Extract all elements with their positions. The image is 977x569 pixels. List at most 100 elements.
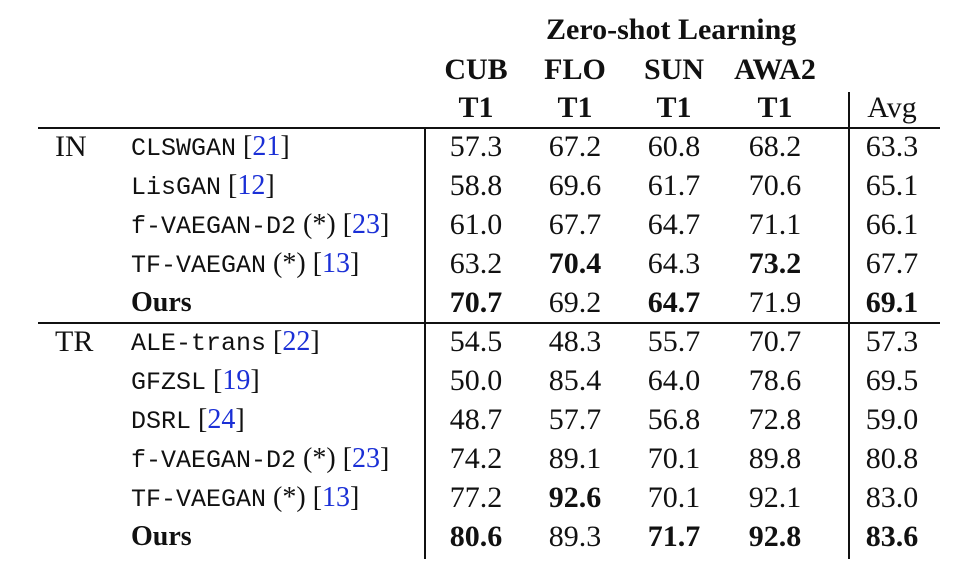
dataset-header-awa2: AWA2 bbox=[734, 53, 816, 86]
cell-cub: 50.0 bbox=[449, 364, 503, 397]
method-label: TF-VAEGAN bbox=[131, 251, 267, 280]
method-suffix: (*) bbox=[266, 248, 306, 279]
cell-sun: 70.1 bbox=[647, 481, 701, 514]
cell-sun: 70.1 bbox=[647, 442, 701, 475]
citation-link: 13 bbox=[322, 482, 351, 513]
dataset-header-cub: CUB bbox=[444, 53, 508, 86]
section-label: TR bbox=[55, 325, 94, 358]
method-label: TF-VAEGAN bbox=[131, 485, 267, 514]
rule-method-col bbox=[424, 127, 426, 559]
cell-sun: 55.7 bbox=[647, 325, 701, 358]
avg-header: Avg bbox=[867, 91, 917, 124]
citation-link: 22 bbox=[282, 326, 311, 357]
subhead-flo: T1 bbox=[557, 91, 593, 124]
method-name: f-VAEGAN-D2 (*) [23] bbox=[131, 209, 390, 241]
method-label: DSRL bbox=[131, 407, 192, 436]
method-name: f-VAEGAN-D2 (*) [23] bbox=[131, 443, 390, 475]
cell-sun: 56.8 bbox=[647, 403, 701, 436]
cell-flo: 48.3 bbox=[548, 325, 602, 358]
cell-awa2: 78.6 bbox=[748, 364, 802, 397]
cell-sun: 71.7 bbox=[647, 520, 701, 553]
cell-cub: 63.2 bbox=[449, 247, 503, 280]
method-name: Ours bbox=[131, 285, 192, 321]
method-label: f-VAEGAN-D2 bbox=[131, 446, 297, 475]
cell-awa2: 73.2 bbox=[748, 247, 802, 280]
cell-flo: 89.1 bbox=[548, 442, 602, 475]
dataset-header-sun: SUN bbox=[643, 53, 704, 86]
cell-avg: 67.7 bbox=[865, 247, 919, 280]
cell-avg: 80.8 bbox=[865, 442, 919, 475]
rule-top bbox=[38, 127, 940, 129]
citation-link: 13 bbox=[322, 248, 351, 279]
citation-link: 23 bbox=[352, 209, 381, 240]
method-label: Ours bbox=[131, 287, 192, 318]
method-name: DSRL [24] bbox=[131, 404, 245, 436]
section-label: IN bbox=[55, 130, 87, 163]
cell-cub: 74.2 bbox=[449, 442, 503, 475]
method-suffix: (*) bbox=[296, 443, 336, 474]
cell-awa2: 68.2 bbox=[748, 130, 802, 163]
method-name: GFZSL [19] bbox=[131, 365, 260, 397]
method-label: GFZSL bbox=[131, 368, 207, 397]
method-name: TF-VAEGAN (*) [13] bbox=[131, 248, 360, 280]
cell-sun: 60.8 bbox=[647, 130, 701, 163]
method-name: LisGAN [12] bbox=[131, 170, 275, 202]
cell-awa2: 92.1 bbox=[748, 481, 802, 514]
subhead-awa2: T1 bbox=[757, 91, 793, 124]
cell-avg: 66.1 bbox=[865, 208, 919, 241]
method-name: CLSWGAN [21] bbox=[131, 131, 290, 163]
citation-link: 12 bbox=[237, 170, 266, 201]
cell-awa2: 70.7 bbox=[748, 325, 802, 358]
cell-awa2: 71.9 bbox=[748, 286, 802, 319]
method-label: ALE-trans bbox=[131, 329, 267, 358]
cell-sun: 61.7 bbox=[647, 169, 701, 202]
cell-awa2: 89.8 bbox=[748, 442, 802, 475]
cell-avg: 57.3 bbox=[865, 325, 919, 358]
cell-cub: 61.0 bbox=[449, 208, 503, 241]
cell-flo: 89.3 bbox=[548, 520, 602, 553]
cell-avg: 83.0 bbox=[865, 481, 919, 514]
cell-cub: 58.8 bbox=[449, 169, 503, 202]
cell-awa2: 71.1 bbox=[748, 208, 802, 241]
cell-awa2: 72.8 bbox=[748, 403, 802, 436]
subhead-sun: T1 bbox=[656, 91, 692, 124]
cell-sun: 64.3 bbox=[647, 247, 701, 280]
method-label: LisGAN bbox=[131, 173, 222, 202]
citation-link: 24 bbox=[207, 404, 236, 435]
group-title: Zero-shot Learning bbox=[546, 13, 797, 46]
cell-avg: 69.5 bbox=[865, 364, 919, 397]
cell-awa2: 92.8 bbox=[748, 520, 802, 553]
cell-avg: 65.1 bbox=[865, 169, 919, 202]
subhead-cub: T1 bbox=[458, 91, 494, 124]
dataset-header-flo: FLO bbox=[544, 53, 606, 86]
cell-cub: 48.7 bbox=[449, 403, 503, 436]
cell-awa2: 70.6 bbox=[748, 169, 802, 202]
cell-avg: 63.3 bbox=[865, 130, 919, 163]
method-label: Ours bbox=[131, 521, 192, 552]
cell-avg: 69.1 bbox=[865, 286, 919, 319]
cell-flo: 67.2 bbox=[548, 130, 602, 163]
method-name: Ours bbox=[131, 519, 192, 555]
citation-link: 19 bbox=[222, 365, 251, 396]
citation-link: 23 bbox=[352, 443, 381, 474]
cell-flo: 70.4 bbox=[548, 247, 602, 280]
cell-cub: 57.3 bbox=[449, 130, 503, 163]
cell-flo: 92.6 bbox=[548, 481, 602, 514]
method-name: TF-VAEGAN (*) [13] bbox=[131, 482, 360, 514]
cell-flo: 85.4 bbox=[548, 364, 602, 397]
cell-sun: 64.7 bbox=[647, 208, 701, 241]
cell-flo: 67.7 bbox=[548, 208, 602, 241]
method-name: ALE-trans [22] bbox=[131, 326, 320, 358]
method-suffix: (*) bbox=[266, 482, 306, 513]
cell-sun: 64.7 bbox=[647, 286, 701, 319]
cell-cub: 80.6 bbox=[449, 520, 503, 553]
cell-avg: 83.6 bbox=[865, 520, 919, 553]
rule-avg-col bbox=[848, 92, 850, 559]
cell-cub: 77.2 bbox=[449, 481, 503, 514]
cell-cub: 54.5 bbox=[449, 325, 503, 358]
method-suffix: (*) bbox=[296, 209, 336, 240]
cell-flo: 69.6 bbox=[548, 169, 602, 202]
cell-cub: 70.7 bbox=[449, 286, 503, 319]
cell-flo: 57.7 bbox=[548, 403, 602, 436]
